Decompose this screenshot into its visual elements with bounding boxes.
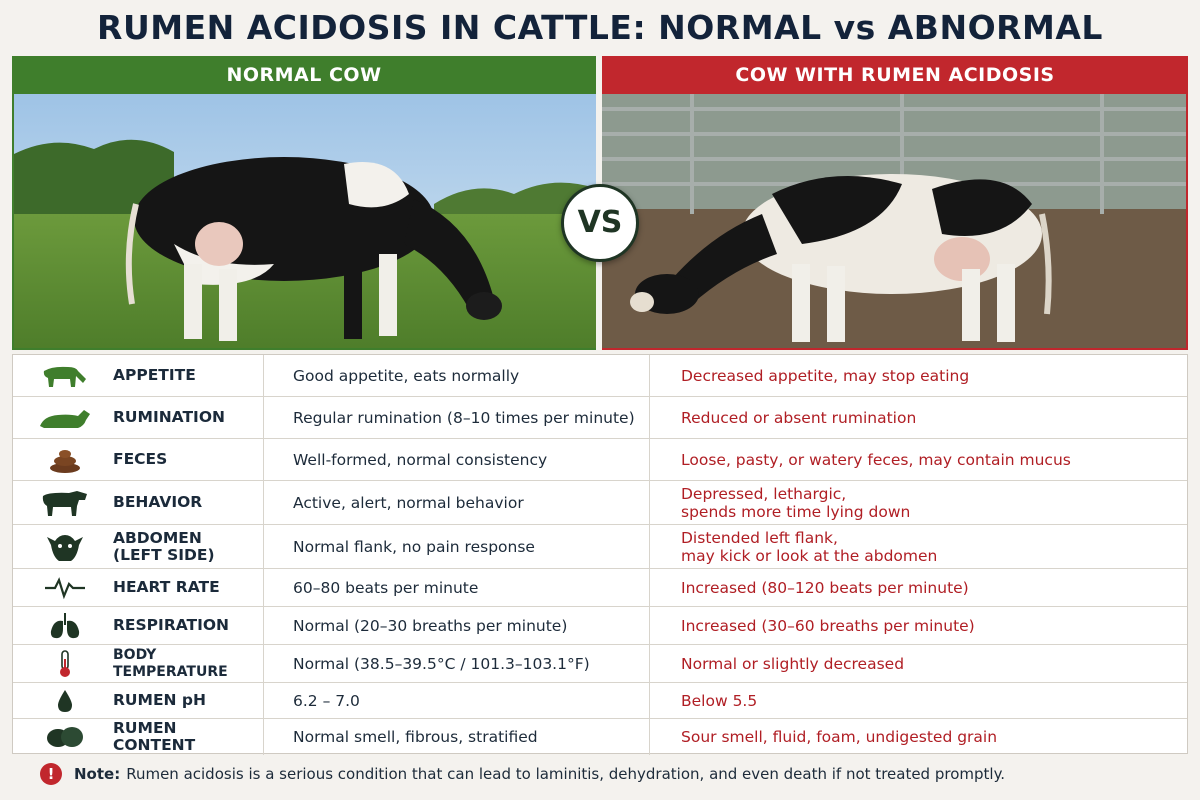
note-text: Rumen acidosis is a serious condition th… [126, 765, 1006, 783]
normal-value: 60–80 beats per minute [293, 578, 479, 597]
normal-value: Normal smell, fibrous, stratified [293, 728, 538, 746]
acidosis-cow-header: COW WITH RUMEN ACIDOSIS [602, 56, 1188, 94]
table-row-rumen-content: RUMEN CONTENT Normal smell, fibrous, str… [13, 719, 1187, 755]
row-label: APPETITE [113, 366, 196, 384]
row-label: ABDOMEN (LEFT SIDE) [113, 528, 215, 564]
table-row-feces: FECES Well-formed, normal consistency Lo… [13, 439, 1187, 481]
page-title: RUMEN ACIDOSIS IN CATTLE: NORMAL vs ABNO… [97, 8, 1103, 47]
cow-head-icon [35, 525, 95, 568]
table-row-body-temperature: BODY TEMPERATURE Normal (38.5–39.5°C / 1… [13, 645, 1187, 683]
cow-lying-icon [35, 397, 95, 438]
row-label: RESPIRATION [113, 616, 230, 634]
abnormal-value: Increased (30–60 breaths per minute) [681, 616, 975, 635]
abnormal-value: Depressed, lethargic, spends more time ly… [681, 484, 911, 521]
row-label: BODY TEMPERATURE [113, 646, 228, 680]
drop-icon [35, 683, 95, 718]
table-row-appetite: APPETITE Good appetite, eats normally De… [13, 355, 1187, 397]
table-row-abdomen: ABDOMEN (LEFT SIDE) Normal flank, no pain… [13, 525, 1187, 569]
thermometer-icon [35, 645, 95, 682]
lungs-icon [35, 607, 95, 644]
acidosis-cow-photo [602, 94, 1188, 350]
abnormal-value: Reduced or absent rumination [681, 408, 917, 427]
table-row-heart-rate: HEART RATE 60–80 beats per minute Increa… [13, 569, 1187, 607]
row-label: BEHAVIOR [113, 493, 203, 511]
normal-cow-photo [12, 94, 596, 350]
abnormal-value: Sour smell, fluid, foam, undigested grai… [681, 728, 998, 746]
normal-value: 6.2 – 7.0 [293, 691, 360, 710]
table-row-rumination: RUMINATION Regular rumination (8–10 time… [13, 397, 1187, 439]
exclamation-icon: ! [40, 763, 62, 785]
abnormal-value: Distended left flank, may kick or look at… [681, 528, 938, 565]
cow-standing-icon [35, 481, 95, 524]
table-row-rumen-ph: RUMEN pH 6.2 – 7.0 Below 5.5 [13, 683, 1187, 719]
row-label: RUMEN CONTENT [113, 719, 196, 754]
normal-value: Well-formed, normal consistency [293, 450, 548, 469]
comparison-table: APPETITE Good appetite, eats normally De… [12, 354, 1188, 755]
normal-value: Regular rumination (8–10 times per minut… [293, 408, 635, 427]
table-row-behavior: BEHAVIOR Active, alert, normal behavior … [13, 481, 1187, 525]
row-label: RUMEN pH [113, 691, 206, 709]
abnormal-value: Increased (80–120 beats per minute) [681, 578, 969, 597]
abnormal-value: Normal or slightly decreased [681, 654, 905, 673]
normal-value: Active, alert, normal behavior [293, 493, 524, 512]
normal-value: Normal (38.5–39.5°C / 101.3–103.1°F) [293, 654, 590, 673]
abnormal-value: Loose, pasty, or watery feces, may conta… [681, 450, 1071, 469]
normal-value: Good appetite, eats normally [293, 366, 520, 385]
vs-badge: VS [561, 184, 639, 262]
note-label: Note: [74, 765, 121, 783]
rumen-content-icon [35, 719, 95, 755]
abnormal-value: Below 5.5 [681, 691, 758, 710]
row-label: HEART RATE [113, 578, 220, 596]
normal-value: Normal flank, no pain response [293, 537, 535, 556]
normal-cow-header: NORMAL COW [12, 56, 596, 94]
feces-icon [35, 439, 95, 480]
row-label: FECES [113, 450, 168, 468]
cow-grazing-icon [35, 355, 95, 396]
heartbeat-icon [35, 569, 95, 606]
table-row-respiration: RESPIRATION Normal (20–30 breaths per mi… [13, 607, 1187, 645]
normal-value: Normal (20–30 breaths per minute) [293, 616, 568, 635]
row-label: RUMINATION [113, 408, 225, 426]
abnormal-value: Decreased appetite, may stop eating [681, 366, 970, 385]
column-divider [649, 355, 650, 755]
column-divider [263, 355, 264, 755]
footer-note: ! Note: Rumen acidosis is a serious cond… [40, 762, 1160, 786]
